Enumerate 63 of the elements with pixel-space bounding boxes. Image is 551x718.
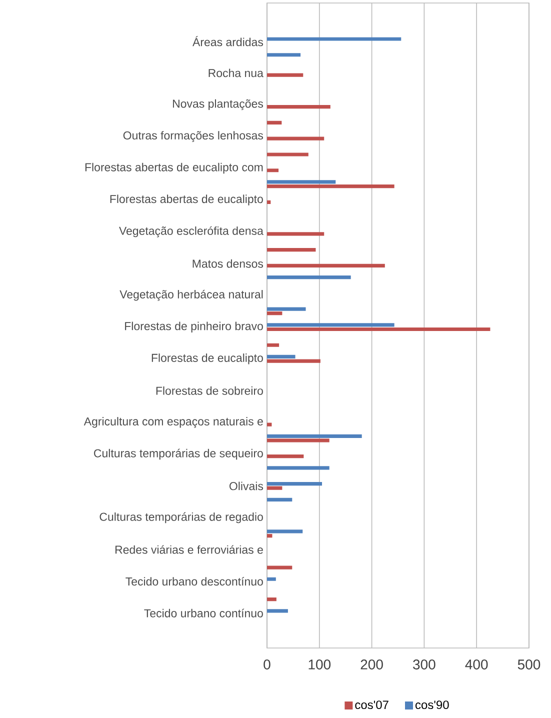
y-tick-label: Redes viárias e ferroviárias e bbox=[115, 545, 263, 554]
bar bbox=[266, 120, 282, 125]
x-tick-label: 400 bbox=[465, 660, 488, 670]
bar bbox=[266, 422, 272, 426]
y-tick-label: Outras formações lenhosas bbox=[123, 131, 264, 142]
bar bbox=[266, 37, 402, 41]
bar bbox=[266, 498, 292, 502]
y-tick-label: Florestas abertas de eucalipto com bbox=[85, 162, 263, 174]
y-tick-label: Áreas ardidas bbox=[192, 36, 264, 46]
bar bbox=[266, 168, 279, 172]
bar bbox=[266, 264, 385, 268]
y-tick-label: Culturas temporárias de regadio bbox=[100, 512, 263, 524]
bar bbox=[266, 438, 330, 442]
y-tick-label: Vegetação esclerófita densa bbox=[119, 226, 264, 238]
y-tick-label: Florestas de pinheiro bravo bbox=[125, 322, 263, 332]
bar bbox=[266, 73, 304, 77]
bar bbox=[266, 200, 271, 204]
y-tick-label: Culturas temporárias de sequeiro bbox=[94, 448, 263, 460]
y-tick-label: Matos densos bbox=[192, 259, 264, 268]
bar bbox=[266, 105, 330, 109]
y-tick-label: Agricultura com espaços naturais e bbox=[84, 417, 263, 428]
y-tick-label: Florestas de sobreiro bbox=[156, 386, 263, 395]
y-tick-label: Vegetação herbácea natural bbox=[120, 290, 263, 301]
bar bbox=[266, 566, 292, 570]
bar bbox=[266, 53, 301, 57]
y-tick-label: Florestas abertas de eucalipto bbox=[110, 194, 263, 206]
bar bbox=[266, 232, 324, 236]
bar bbox=[266, 152, 308, 156]
bar bbox=[266, 609, 288, 613]
x-tick-label: 100 bbox=[308, 660, 331, 670]
bar bbox=[266, 598, 276, 602]
y-tick-label: Tecido urbano descontínuo bbox=[126, 576, 263, 586]
legend-label: cos'90 bbox=[415, 700, 449, 710]
bar bbox=[266, 307, 306, 311]
y-tick-label: Novas plantações bbox=[172, 99, 264, 110]
x-tick-label: 300 bbox=[413, 660, 436, 670]
bar bbox=[266, 312, 282, 316]
y-tick-label: Rocha nua bbox=[208, 68, 264, 78]
bar bbox=[266, 434, 362, 438]
legend-label: cos'07 bbox=[355, 700, 388, 710]
bar bbox=[266, 534, 272, 538]
bar bbox=[266, 454, 304, 458]
bar bbox=[266, 248, 316, 252]
bar bbox=[266, 466, 330, 470]
bar bbox=[266, 327, 490, 332]
y-tick-label: Tecido urbano contínuo bbox=[144, 608, 263, 618]
bar bbox=[266, 184, 394, 188]
bar bbox=[266, 359, 320, 363]
bar bbox=[266, 136, 324, 140]
bar bbox=[266, 323, 394, 327]
bar bbox=[266, 486, 282, 490]
bar bbox=[266, 180, 336, 184]
x-tick-label: 0 bbox=[264, 660, 270, 670]
x-tick-label: 500 bbox=[518, 660, 540, 670]
bar bbox=[266, 577, 276, 581]
bar bbox=[266, 275, 351, 280]
y-tick-label: Florestas de eucalipto bbox=[152, 354, 263, 364]
y-tick-label: Olivais bbox=[230, 482, 264, 490]
bar bbox=[266, 530, 303, 534]
x-tick-label: 200 bbox=[360, 660, 383, 670]
bar bbox=[266, 354, 296, 359]
bar bbox=[266, 343, 280, 347]
bar bbox=[266, 482, 322, 486]
